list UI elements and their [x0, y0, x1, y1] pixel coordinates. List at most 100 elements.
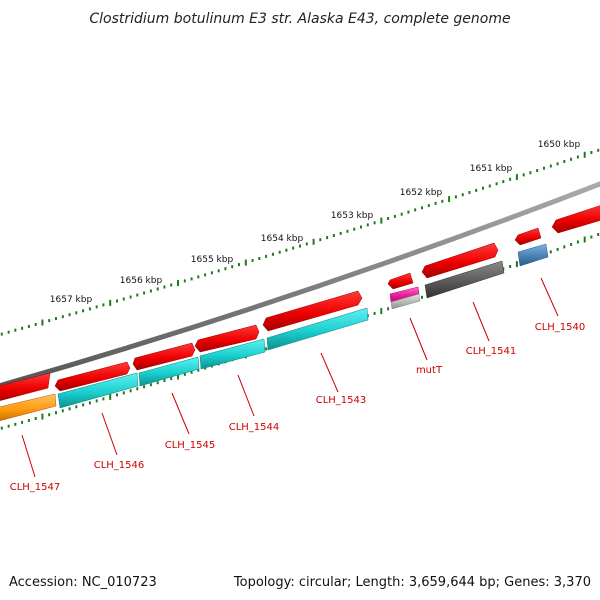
- gene-arrow[interactable]: [262, 290, 363, 332]
- scale-minor-tick: [258, 257, 261, 260]
- scale-minor-tick: [61, 315, 64, 319]
- scale-minor-tick: [149, 289, 152, 293]
- cds-block-cyan[interactable]: [266, 307, 369, 351]
- cds-block-cyan[interactable]: [138, 356, 200, 387]
- scale-minor-tick: [61, 409, 64, 413]
- scale-major-tick: [583, 236, 586, 243]
- scale-minor-tick: [414, 208, 417, 212]
- gene-label-clh-1545[interactable]: CLH_1545: [165, 440, 216, 451]
- cds-block-orange[interactable]: [0, 393, 57, 422]
- cds-block-cyan[interactable]: [199, 338, 266, 370]
- scale-minor-tick: [421, 206, 423, 210]
- scale-minor-tick: [441, 199, 444, 203]
- scale-minor-tick: [495, 182, 498, 186]
- scale-major-tick: [177, 373, 179, 380]
- scale-major-tick: [109, 393, 112, 400]
- scale-minor-tick: [7, 424, 10, 428]
- scale-minor-tick: [576, 240, 579, 244]
- scale-minor-tick: [129, 389, 132, 393]
- gene-arrow[interactable]: [54, 361, 131, 392]
- scale-minor-tick: [475, 188, 478, 192]
- scale-minor-tick: [387, 307, 390, 311]
- scale-minor-tick: [68, 407, 71, 411]
- scale-minor-tick: [88, 401, 91, 405]
- scale-minor-tick: [278, 250, 281, 254]
- scale-minor-tick: [27, 324, 30, 328]
- gene-label-clh-1544[interactable]: CLH_1544: [229, 422, 280, 433]
- scale-minor-tick: [95, 305, 98, 309]
- genome-backbone: [0, 181, 600, 389]
- scale-minor-tick: [88, 307, 91, 311]
- gene-arrow[interactable]: [514, 227, 542, 246]
- scale-minor-tick: [122, 391, 125, 395]
- scale-minor-tick: [21, 420, 24, 424]
- scale-minor-tick: [149, 383, 152, 387]
- scale-minor-tick: [34, 323, 37, 326]
- scale-minor-tick: [231, 265, 234, 269]
- scale-minor-tick: [156, 287, 159, 291]
- scale-minor-tick: [285, 248, 288, 252]
- scale-minor-tick: [129, 295, 132, 299]
- gene-arrow[interactable]: [0, 372, 51, 402]
- gene-label-clh-1547[interactable]: CLH_1547: [10, 482, 61, 493]
- scale-minor-tick: [339, 231, 342, 235]
- cds-block-lightgray[interactable]: [390, 293, 421, 310]
- accession-text: Accession: NC_010723: [9, 575, 157, 590]
- scale-minor-tick: [82, 309, 85, 313]
- cds-block-steelblue[interactable]: [517, 243, 549, 267]
- gene-arrow[interactable]: [194, 324, 260, 353]
- gene-arrow[interactable]: [132, 342, 196, 371]
- gene-label-mutt[interactable]: mutT: [416, 365, 443, 376]
- scale-labels: 1650 kbp 1651 kbp 1652 kbp 1653 kbp 1654…: [50, 140, 581, 305]
- gene-arrow[interactable]: [551, 204, 600, 234]
- scale-minor-tick: [488, 184, 491, 188]
- scale-label-1656: 1656 kbp: [120, 276, 163, 286]
- gene-label-clh-1540[interactable]: CLH_1540: [535, 322, 586, 333]
- cds-track-bottom: [0, 243, 549, 422]
- scale-minor-tick: [136, 387, 139, 391]
- scale-major-tick: [244, 259, 247, 266]
- genome-summary-text: Topology: circular; Length: 3,659,644 bp…: [233, 575, 591, 590]
- gene-label-clh-1541[interactable]: CLH_1541: [466, 346, 517, 357]
- scale-minor-tick: [353, 227, 356, 231]
- scale-minor-tick: [332, 234, 335, 237]
- scale-minor-tick: [543, 166, 545, 170]
- gene-arrow[interactable]: [387, 272, 414, 290]
- scale-label-1651: 1651 kbp: [470, 164, 513, 174]
- scale-minor-tick: [75, 311, 78, 315]
- scale-label-1655: 1655 kbp: [191, 255, 234, 265]
- scale-minor-tick: [21, 326, 24, 330]
- scale-minor-tick: [190, 370, 193, 374]
- gene-label-clh-1546[interactable]: CLH_1546: [94, 460, 145, 471]
- scale-minor-tick: [224, 267, 227, 271]
- scale-minor-tick: [292, 246, 295, 250]
- scale-minor-tick: [183, 279, 186, 283]
- scale-major-tick: [312, 238, 315, 245]
- scale-minor-tick: [427, 204, 430, 208]
- scale-minor-tick: [468, 191, 471, 194]
- scale-minor-tick: [170, 377, 173, 381]
- scale-minor-tick: [346, 229, 349, 233]
- scale-major-tick: [583, 151, 586, 158]
- scale-minor-tick: [360, 225, 362, 229]
- cds-block-cyan[interactable]: [57, 372, 139, 409]
- scale-minor-tick: [393, 214, 396, 218]
- gene-leader-lines: [21, 277, 559, 478]
- scale-major-tick: [380, 308, 383, 315]
- scale-minor-tick: [82, 403, 85, 407]
- scale-minor-tick: [502, 180, 505, 184]
- scale-major-tick: [109, 299, 112, 306]
- scale-minor-tick: [271, 252, 274, 256]
- gene-arrow[interactable]: [421, 242, 499, 279]
- cds-block-gray[interactable]: [424, 260, 505, 299]
- map-title: Clostridium botulinum E3 str. Alaska E43…: [89, 11, 510, 27]
- scale-minor-tick: [163, 379, 166, 383]
- scale-minor-tick: [102, 397, 105, 401]
- scale-minor-tick: [95, 399, 98, 403]
- scale-minor-tick: [55, 411, 57, 415]
- scale-minor-tick: [136, 293, 139, 297]
- scale-minor-tick: [183, 372, 186, 376]
- scale-minor-tick: [529, 171, 532, 175]
- scale-label-1654: 1654 kbp: [261, 234, 304, 244]
- gene-label-clh-1543[interactable]: CLH_1543: [316, 395, 367, 406]
